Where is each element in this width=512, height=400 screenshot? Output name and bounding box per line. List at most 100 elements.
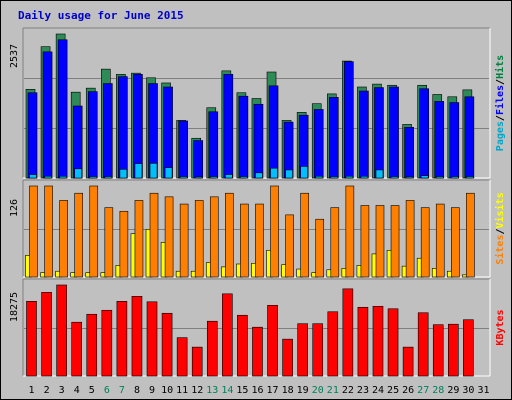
day-label: 8 [134,385,140,396]
bar-sites [89,185,99,278]
bar-sites [405,200,415,278]
bottom-legend-label: KBytes [495,309,506,345]
bottom-max-label: 18275 [9,292,20,322]
middle-legend-label: Sites/Visits [494,192,506,264]
day-label: 3 [59,385,65,396]
bar-kbytes [312,323,324,377]
bar-pages [134,163,143,179]
bar-pages [390,176,399,179]
bar-pages [164,167,173,179]
legend-sites: Sites [494,235,506,265]
bar-pages [270,167,278,179]
bar-files [434,101,445,179]
day-label: 4 [74,385,80,396]
bar-pages [285,169,293,179]
day-label: 19 [297,385,309,396]
bar-files [419,88,429,179]
bar-kbytes [342,288,354,377]
bar-kbytes [116,301,128,377]
day-label: 23 [357,385,369,396]
bar-kbytes [417,312,429,377]
day-label: 30 [462,385,474,396]
bar-pages [104,176,113,179]
day-label: 2 [44,385,50,396]
bar-files [193,140,204,179]
bar-kbytes [71,321,82,377]
bar-files [72,105,83,179]
day-label: 31 [477,385,489,396]
day-label: 25 [387,385,399,396]
bar-sites [345,185,355,278]
bar-files [404,127,414,179]
bar-kbytes [161,312,173,377]
bar-pages [255,172,263,179]
bar-files [208,111,219,179]
bar-files [118,76,128,179]
bar-sites [330,207,340,278]
day-label: 1 [29,385,35,396]
bar-files [27,92,38,179]
legend-slash: / [495,228,506,234]
bar-sites [315,218,325,278]
bar-pages [360,175,369,179]
bar-kbytes [86,313,98,377]
bar-kbytes [372,305,384,377]
bar-sites [29,185,38,278]
bar-pages [179,176,188,179]
bar-sites [270,185,279,278]
bar-pages [119,169,128,179]
bar-sites [375,205,385,278]
top-max-label: 2537 [9,44,20,68]
bar-sites [209,196,219,278]
day-label: 6 [104,385,110,396]
bar-files [268,85,279,179]
bar-kbytes [41,292,52,377]
day-label: 22 [342,385,354,396]
bar-sites [240,203,249,278]
bar-kbytes [146,301,158,377]
bar-pages [149,163,158,179]
bar-sites [134,200,144,278]
day-label: 26 [402,385,414,396]
bar-kbytes [463,319,474,377]
day-label: 15 [236,385,248,396]
bar-files [374,87,384,179]
bar-kbytes [327,311,339,377]
page-title: Daily usage for June 2015 [18,9,184,22]
bar-files [87,91,98,179]
day-label: 10 [161,385,173,396]
bar-sites [255,203,264,278]
bar-files [359,90,369,179]
bar-pages [420,175,429,179]
day-label: 21 [327,385,339,396]
bar-pages [315,175,324,179]
bar-files [328,97,339,179]
bar-pages [405,176,414,179]
bar-kbytes [402,346,414,377]
bar-kbytes [26,301,37,377]
bar-sites [194,200,204,278]
bar-sites [420,207,430,278]
bar-pages [44,175,52,179]
legend-hits: Hits [494,55,506,79]
bar-kbytes [252,326,263,377]
legend-slash: / [495,79,506,85]
bar-sites [466,192,475,278]
middle-max-label: 126 [9,199,20,217]
bar-files [389,86,399,179]
day-label: 9 [149,385,155,396]
bar-pages [240,176,248,179]
legend-slash: / [495,115,506,121]
bar-kbytes [387,308,399,377]
bar-kbytes [237,314,248,377]
day-label: 7 [119,385,125,396]
bar-pages [345,175,354,179]
bar-kbytes [56,284,67,377]
bar-kbytes [176,337,188,377]
bar-sites [225,192,234,278]
bar-sites [451,207,460,278]
bar-sites [59,200,68,278]
bar-sites [119,210,129,278]
bar-sites [104,207,114,278]
bar-sites [360,205,370,278]
